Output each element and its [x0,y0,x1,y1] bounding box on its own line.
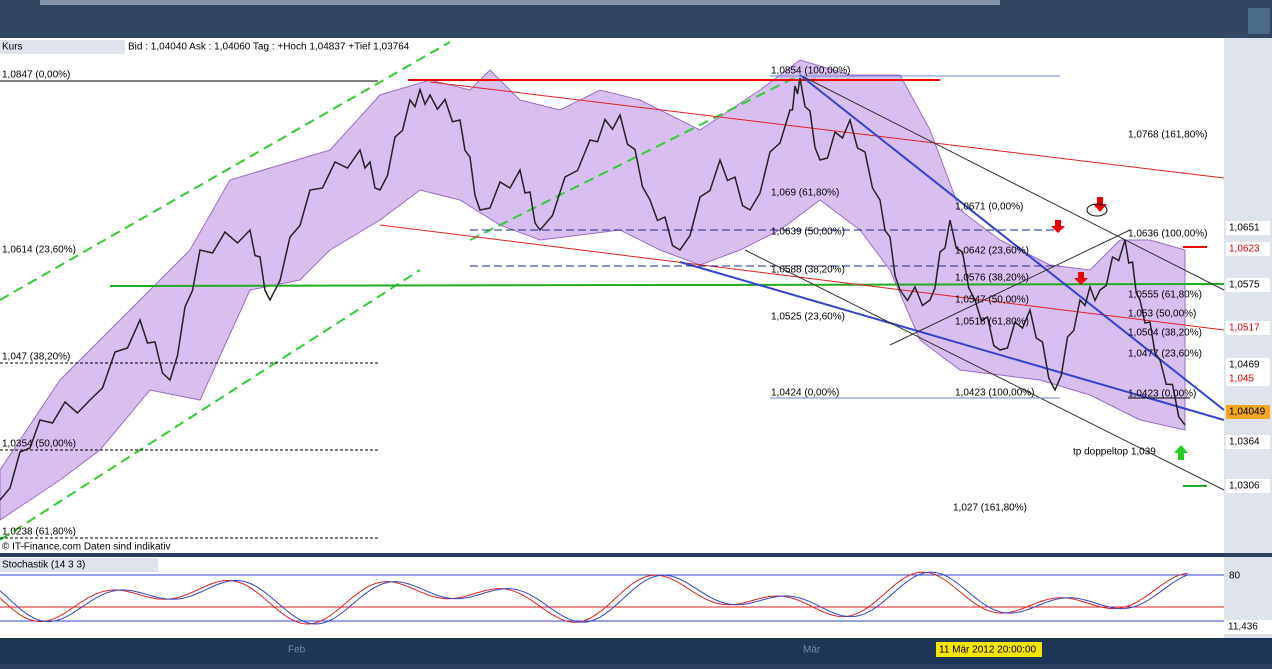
trend-line [889,229,1131,346]
price-tag: 1,0306 [1229,481,1260,492]
fib-label: 1,0504 (38,20%) [1128,328,1202,339]
price-tag-box [1226,221,1270,235]
time-axis [0,638,1272,664]
source: © IT-Finance.com Daten sind indikativ [2,542,171,553]
price-tag-box [1226,278,1270,292]
month-label: Mär [803,645,821,656]
fib-label: 1,0576 (38,20%) [955,273,1029,284]
channel-line [469,74,801,241]
fib-label: 1,0423 (0,00%) [1128,389,1196,400]
fib-label: 1,053 (50,00%) [1128,309,1196,320]
price-tag: 1,0623 [1229,244,1260,255]
horizontal-line [109,283,1225,287]
marker-ellipse [1086,203,1108,217]
stoch-d [0,571,1189,625]
price-tag-box [1226,321,1270,335]
stoch-header[interactable] [0,558,158,572]
arrow-down [1051,220,1065,233]
app-icon[interactable] [1248,8,1270,34]
trend-line [799,74,1225,411]
price-line [0,77,1186,501]
fib-label: 1,0847 (0,00%) [2,70,70,81]
price-tag-box [1226,372,1270,386]
trend-line [379,224,1225,331]
price-tag: 1,0364 [1229,437,1260,448]
fib-label: 1,0547 (50,00%) [955,295,1029,306]
fib-label: 1,047 (38,20%) [2,352,70,363]
fib-label: 1,0525 (23,60%) [771,312,845,323]
fib-label: 1,0424 (0,00%) [771,388,839,399]
fib-label: 1,0854 (100,00%) [771,66,851,77]
stoch-label: Stochastik (14 3 3) [2,560,85,571]
quote-info: Bid : 1,04040 Ask : 1,04060 Tag : +Hoch … [128,42,410,53]
top-strip [0,0,1272,38]
price-tag: 1,0469 [1229,360,1260,371]
fib-label: 1,0555 (61,80%) [1128,290,1202,301]
price-tag: 1,04049 [1229,407,1266,418]
trend-line [799,74,1225,291]
date-marker-box [936,642,1042,657]
price-axis [1224,38,1272,553]
arrow-down [1074,272,1088,285]
trend-line [679,261,1225,421]
price-tag-box [1226,242,1270,256]
trend-line [429,81,1225,179]
bollinger-band [0,59,1186,521]
fib-label: 1,0518 (61,80%) [955,317,1029,328]
fib-label: 1,0477 (23,60%) [1128,349,1202,360]
fib-label: 1,0671 (0,00%) [955,202,1023,213]
price-tag: 1,045 [1229,374,1254,385]
stoch-tag [1224,620,1272,634]
fib-label: 1,027 (161,80%) [953,503,1027,514]
fib-label: 1,0588 (38,20%) [771,265,845,276]
stoch-panel [0,557,1224,638]
fib-label: 1,0639 (50,00%) [771,227,845,238]
fib-label: 1,0636 (100,00%) [1128,229,1208,240]
price-tag: 1,0651 [1229,223,1260,234]
annotation: tp doppeltop 1,039 [1073,447,1156,458]
stoch-level-label: 80 [1229,571,1241,582]
fib-label: 1,069 (61,80%) [771,188,839,199]
date-marker: 11 Mär 2012 20:00:00 [939,645,1037,656]
price-tag-box [1226,358,1270,372]
price-tag-box [1226,435,1270,449]
fib-label: 1,0642 (23,60%) [955,246,1029,257]
tab-strip [40,0,1000,5]
fib-label: 1,0238 (61,80%) [2,527,76,538]
price-tag: 1,0575 [1229,280,1260,291]
fib-label: 1,0423 (100,00%) [955,388,1035,399]
month-label: Feb [288,645,306,656]
price-tag: 1,0517 [1229,323,1260,334]
trend-line [744,249,1225,491]
fib-label: 1,0614 (23,60%) [2,245,76,256]
stoch-level-label: 11,436 [1228,622,1258,633]
channel-line [0,269,421,541]
arrow-up [1174,445,1188,460]
tab-label: Kurs [2,42,23,53]
fib-label: 1,0354 (50,00%) [2,439,76,450]
fib-label: 1,0768 (161,80%) [1128,130,1208,141]
price-tag-box [1226,479,1270,493]
price-tag-box [1226,405,1270,419]
toolbar-icons[interactable] [0,40,125,54]
channel-line [0,41,451,301]
stoch-k [0,571,1189,625]
